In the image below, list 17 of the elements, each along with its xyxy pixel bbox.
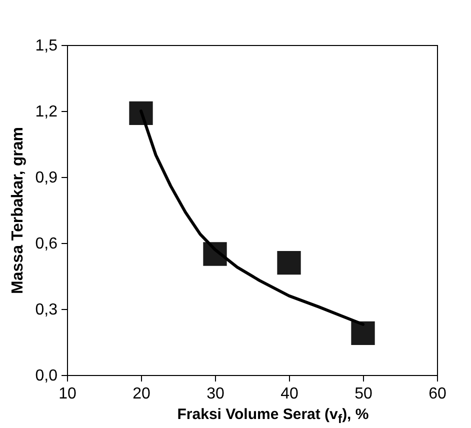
y-tick-label: 0,0 (35, 368, 58, 384)
x-tick-label: 20 (132, 386, 150, 402)
x-tick-label: 10 (58, 386, 76, 402)
x-tick-label: 40 (280, 386, 298, 402)
y-axis-title: Massa Terbakar, gram (9, 127, 26, 294)
x-tick-label: 60 (428, 386, 446, 402)
x-axis-title: Fraksi Volume Serat (v$_{f}$), % (176, 406, 370, 428)
x-tick-label: 50 (354, 386, 372, 402)
y-tick-label: 0,3 (35, 302, 58, 318)
y-tick-label: 1,2 (35, 104, 58, 120)
point (351, 321, 375, 346)
x-tick-label: 30 (206, 386, 224, 402)
y-tick-label: 1,5 (35, 38, 58, 54)
y-tick-label: 0,6 (35, 236, 58, 252)
point (277, 250, 301, 275)
y-tick-label: 0,9 (35, 170, 58, 186)
point (129, 101, 153, 126)
